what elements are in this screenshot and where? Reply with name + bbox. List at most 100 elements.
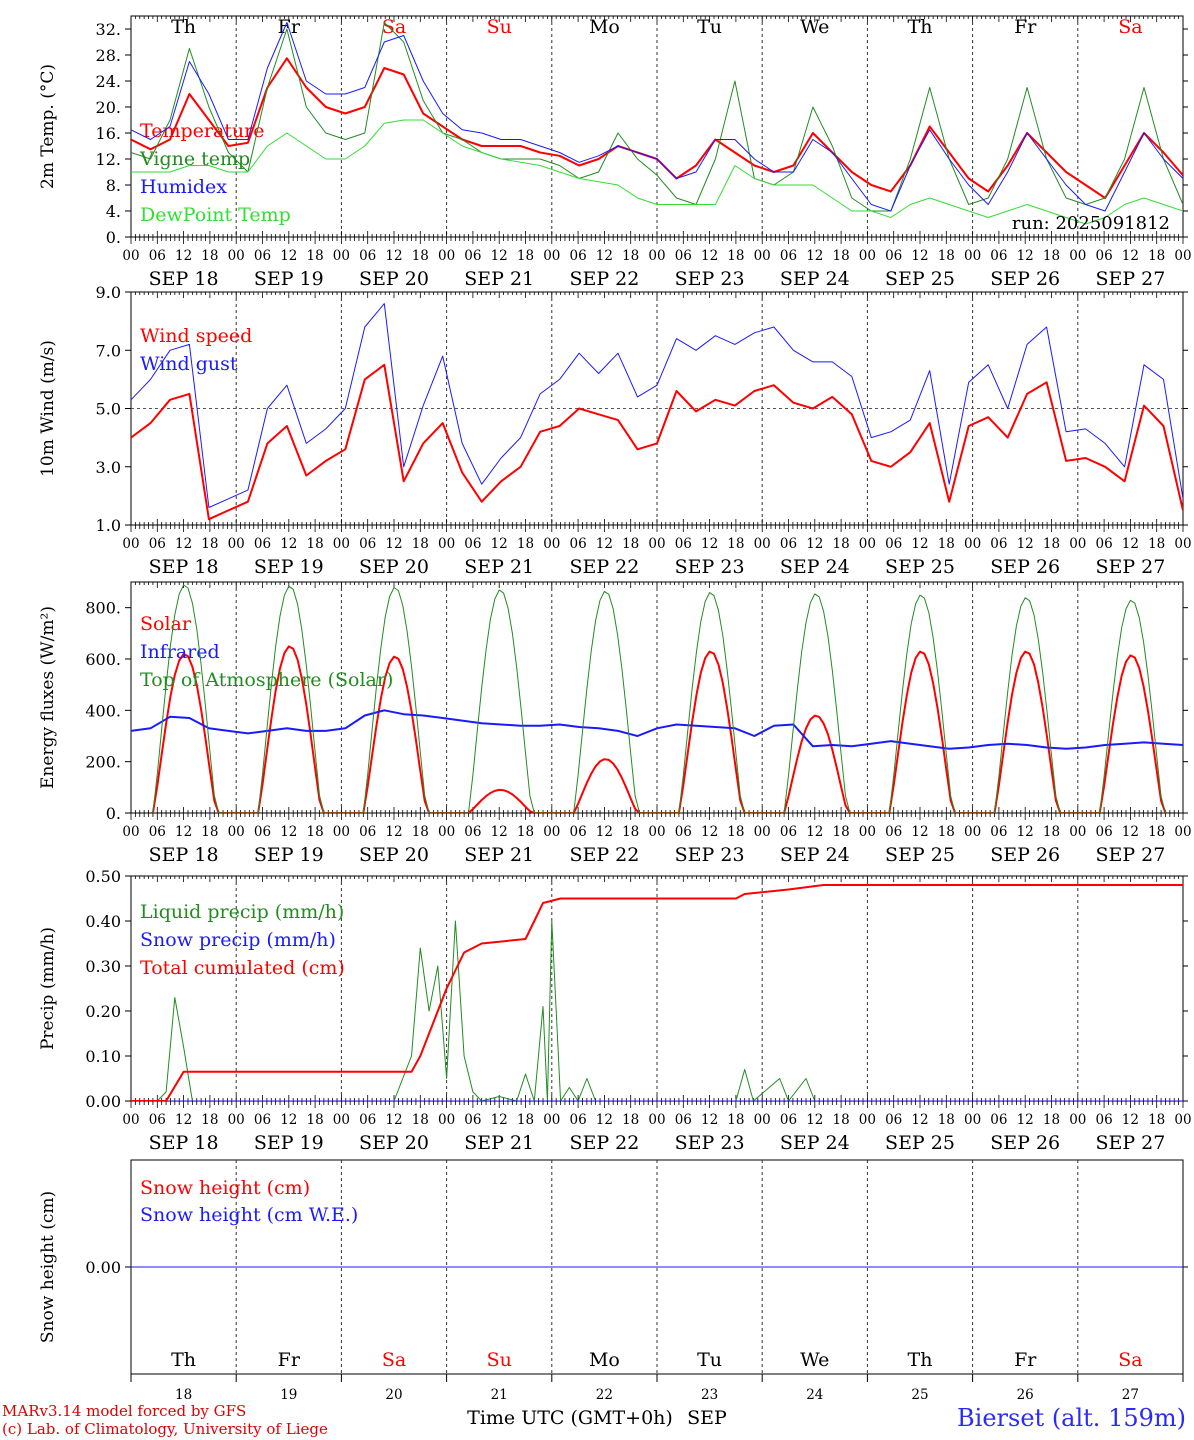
hour-label: 06	[675, 536, 692, 552]
hour-label: 12	[701, 536, 718, 552]
hour-label: 00	[543, 824, 560, 840]
day-number-label: 21	[491, 1387, 508, 1403]
hour-label: 00	[438, 536, 455, 552]
hour-label: 12	[596, 536, 613, 552]
hour-label: 00	[1174, 824, 1191, 840]
legend-entry: Snow height (cm)	[140, 1177, 310, 1199]
date-label: SEP 25	[885, 268, 955, 290]
hour-label: 00	[333, 248, 350, 264]
weekday-label: Sa	[1118, 16, 1142, 38]
hour-label: 06	[464, 248, 481, 264]
hour-label: 00	[859, 824, 876, 840]
hour-label: 06	[254, 536, 271, 552]
y-tick-label: 16.	[96, 124, 121, 143]
date-label: SEP 26	[990, 268, 1060, 290]
hour-label: 00	[859, 1112, 876, 1128]
y-tick-label: 4.	[106, 202, 121, 221]
hour-label: 06	[675, 824, 692, 840]
hour-label: 00	[1174, 1112, 1191, 1128]
hour-label: 12	[1122, 248, 1139, 264]
hour-label: 18	[833, 824, 850, 840]
y-tick-label: 800.	[85, 599, 121, 618]
hour-label: 12	[806, 248, 823, 264]
hour-label: 18	[1148, 824, 1165, 840]
weekday-label: We	[800, 16, 829, 38]
legend-entry: Wind gust	[140, 353, 238, 375]
hour-label: 00	[754, 536, 771, 552]
date-label: SEP 23	[675, 556, 745, 578]
hour-label: 12	[175, 1112, 192, 1128]
legend-entry: DewPoint Temp	[140, 204, 291, 226]
date-label: SEP 27	[1095, 844, 1165, 866]
hour-label: 18	[727, 1112, 744, 1128]
hour-label: 06	[570, 248, 587, 264]
y-tick-label: 0.	[106, 228, 121, 247]
hour-label: 12	[701, 824, 718, 840]
hour-label: 06	[885, 248, 902, 264]
hour-label: 12	[280, 1112, 297, 1128]
hour-label: 00	[964, 248, 981, 264]
legend-entry: Top of Atmosphere (Solar)	[140, 669, 393, 691]
hour-label: 00	[648, 824, 665, 840]
day-number-label: 25	[911, 1387, 928, 1403]
weekday-label: Tu	[697, 1349, 722, 1371]
hour-label: 06	[885, 536, 902, 552]
hour-label: 06	[780, 824, 797, 840]
series-line-dewpoint-temp	[131, 119, 1183, 225]
hour-label: 00	[648, 1112, 665, 1128]
weekday-label: Th	[908, 16, 933, 38]
date-label: SEP 23	[675, 844, 745, 866]
day-number-label: 24	[806, 1387, 823, 1403]
series-line-infrared	[131, 709, 1183, 750]
hour-label: 06	[149, 824, 166, 840]
hour-label: 12	[806, 536, 823, 552]
hour-label: 00	[1174, 536, 1191, 552]
hour-label: 06	[1096, 1112, 1113, 1128]
day-number-label: 22	[596, 1387, 613, 1403]
hour-label: 06	[254, 248, 271, 264]
hour-label: 18	[517, 1112, 534, 1128]
hour-label: 18	[412, 1112, 429, 1128]
hour-label: 18	[938, 824, 955, 840]
hour-label: 00	[859, 248, 876, 264]
hour-label: 12	[701, 1112, 718, 1128]
y-tick-label: 600.	[85, 650, 121, 669]
date-label: SEP 23	[675, 268, 745, 290]
hour-label: 18	[412, 536, 429, 552]
date-label: SEP 26	[990, 556, 1060, 578]
hour-label: 18	[833, 536, 850, 552]
hour-label: 06	[780, 248, 797, 264]
y-tick-label: 0.20	[85, 1002, 121, 1021]
weekday-label: Fr	[1014, 1349, 1037, 1371]
hour-label: 18	[201, 536, 218, 552]
y-tick-label: 5.0	[96, 400, 121, 419]
y-tick-label: 0.30	[85, 957, 121, 976]
hour-label: 12	[385, 536, 402, 552]
date-label: SEP 18	[149, 556, 219, 578]
hour-label: 12	[280, 824, 297, 840]
day-number-label: 20	[385, 1387, 402, 1403]
weekday-label: Mo	[589, 1349, 620, 1371]
date-label: SEP 27	[1095, 1132, 1165, 1154]
weekday-label: Th	[171, 16, 196, 38]
panel-4: 0.00 0.10 0.20 0.30 0.40 0.50 Precip (mm/h) 00 0…	[38, 867, 1192, 1154]
hour-label: 00	[648, 248, 665, 264]
hour-label: 12	[806, 824, 823, 840]
hour-label: 00	[1174, 248, 1191, 264]
hour-label: 00	[543, 536, 560, 552]
hour-label: 12	[1017, 536, 1034, 552]
hour-label: 18	[622, 248, 639, 264]
hour-label: 06	[254, 824, 271, 840]
y-tick-label: 28.	[96, 46, 121, 65]
y-tick-label: 24.	[96, 72, 121, 91]
day-number-label: 23	[701, 1387, 718, 1403]
weekday-label: Th	[171, 1349, 196, 1371]
date-label: SEP 24	[780, 1132, 850, 1154]
hour-label: 00	[122, 536, 139, 552]
date-label: SEP 25	[885, 1132, 955, 1154]
hour-label: 18	[201, 824, 218, 840]
hour-label: 18	[1043, 1112, 1060, 1128]
series-line-top-of-atmosphere-solar-	[150, 584, 1166, 813]
hour-label: 18	[517, 248, 534, 264]
hour-label: 00	[333, 824, 350, 840]
